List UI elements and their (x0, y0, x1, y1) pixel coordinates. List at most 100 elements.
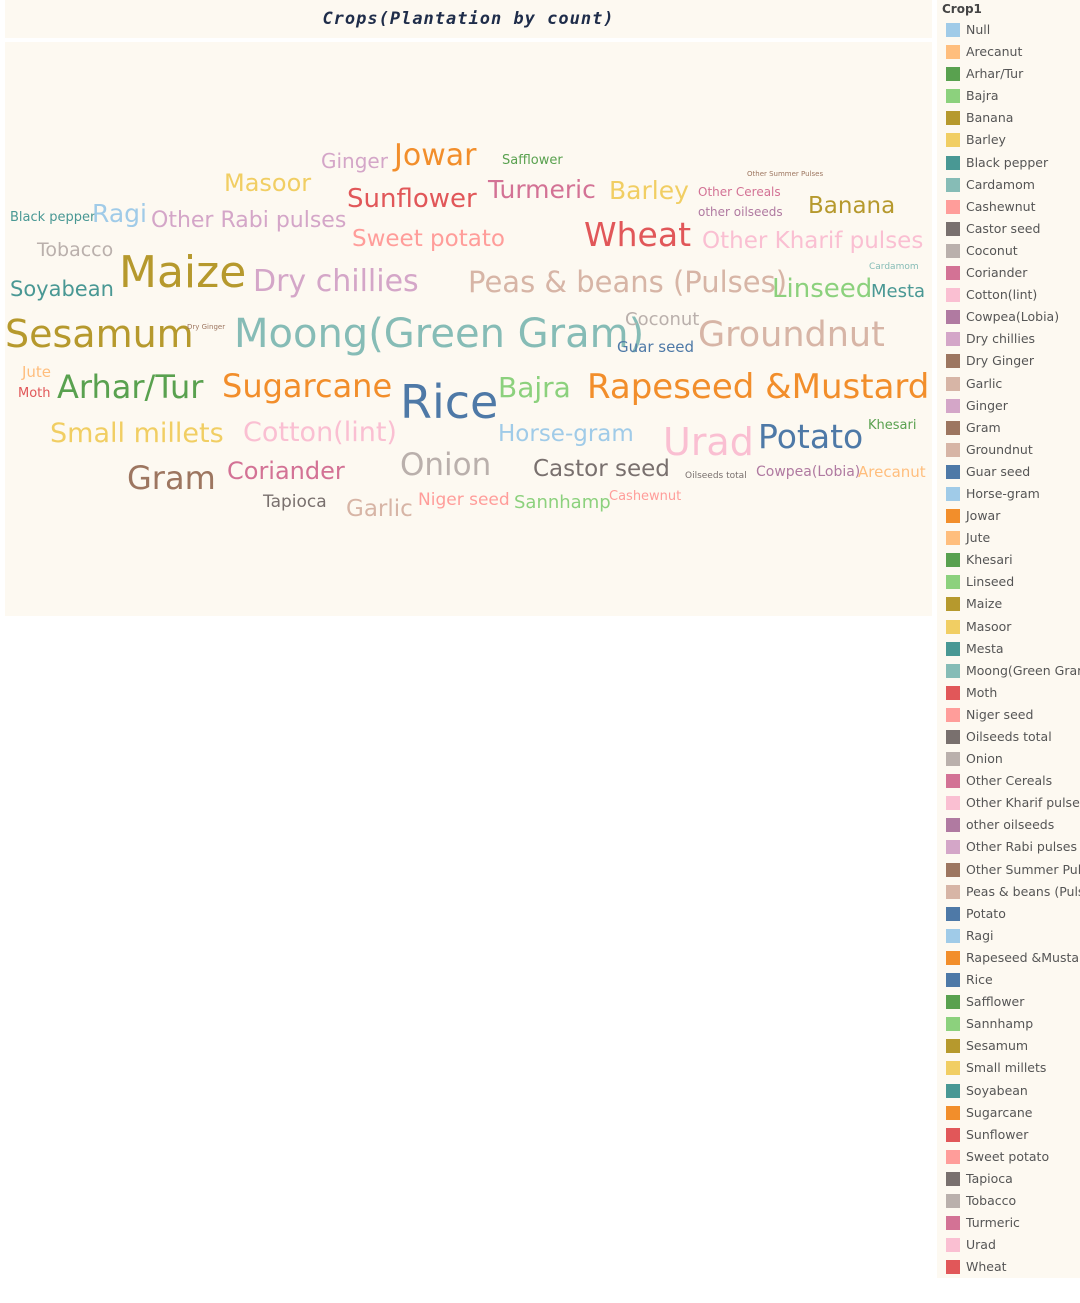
word-other-oilseeds[interactable]: other oilseeds (698, 205, 783, 219)
word-soyabean[interactable]: Soyabean (10, 277, 114, 301)
legend-item-sugarcane[interactable]: Sugarcane (937, 1103, 1080, 1125)
legend-item-dry-chillies[interactable]: Dry chillies (937, 329, 1080, 351)
word-other-rabi-pulses[interactable]: Other Rabi pulses (151, 208, 346, 233)
legend-item-urad[interactable]: Urad (937, 1235, 1080, 1257)
legend-item-ginger[interactable]: Ginger (937, 396, 1080, 418)
legend-item-soyabean[interactable]: Soyabean (937, 1081, 1080, 1103)
word-groundnut[interactable]: Groundnut (698, 315, 885, 355)
word-mesta[interactable]: Mesta (871, 281, 925, 302)
legend-item-other-rabi-pulses[interactable]: Other Rabi pulses (937, 837, 1080, 859)
legend-item-khesari[interactable]: Khesari (937, 550, 1080, 572)
word-sugarcane[interactable]: Sugarcane (222, 367, 392, 405)
word-niger-seed[interactable]: Niger seed (418, 490, 510, 510)
legend-item-groundnut[interactable]: Groundnut (937, 440, 1080, 462)
legend-item-moth[interactable]: Moth (937, 683, 1080, 705)
legend-item-cowpea-lobia[interactable]: Cowpea(Lobia) (937, 307, 1080, 329)
word-wheat[interactable]: Wheat (584, 215, 691, 254)
word-ragi[interactable]: Ragi (92, 199, 147, 228)
word-bajra[interactable]: Bajra (498, 371, 571, 404)
legend-item-rice[interactable]: Rice (937, 970, 1080, 992)
legend-item-ragi[interactable]: Ragi (937, 926, 1080, 948)
legend-item-maize[interactable]: Maize (937, 594, 1080, 616)
word-sesamum[interactable]: Sesamum (5, 312, 194, 356)
legend-item-sweet-potato[interactable]: Sweet potato (937, 1147, 1080, 1169)
legend-item-niger-seed[interactable]: Niger seed (937, 705, 1080, 727)
word-barley[interactable]: Barley (609, 176, 689, 205)
legend-item-black-pepper[interactable]: Black pepper (937, 153, 1080, 175)
legend-item-barley[interactable]: Barley (937, 130, 1080, 152)
word-horse-gram[interactable]: Horse-gram (498, 421, 634, 447)
word-masoor[interactable]: Masoor (224, 169, 311, 197)
legend-item-cardamom[interactable]: Cardamom (937, 175, 1080, 197)
legend-item-rapeseed-mustard[interactable]: Rapeseed &Mustard (937, 948, 1080, 970)
word-maize[interactable]: Maize (119, 247, 246, 298)
word-linseed[interactable]: Linseed (772, 274, 872, 304)
legend-item-oilseeds-total[interactable]: Oilseeds total (937, 727, 1080, 749)
legend-item-other-kharif-pulses[interactable]: Other Kharif pulses (937, 793, 1080, 815)
word-onion[interactable]: Onion (400, 447, 491, 483)
legend-item-other-cereals[interactable]: Other Cereals (937, 771, 1080, 793)
legend-item-sesamum[interactable]: Sesamum (937, 1036, 1080, 1058)
legend-item-coriander[interactable]: Coriander (937, 263, 1080, 285)
legend-item-potato[interactable]: Potato (937, 904, 1080, 926)
word-cardamom[interactable]: Cardamom (869, 262, 919, 272)
legend-item-tobacco[interactable]: Tobacco (937, 1191, 1080, 1213)
word-coriander[interactable]: Coriander (227, 457, 345, 485)
legend-item-sannhamp[interactable]: Sannhamp (937, 1014, 1080, 1036)
word-rapeseed-mustard[interactable]: Rapeseed &Mustard (587, 367, 929, 407)
legend-item-safflower[interactable]: Safflower (937, 992, 1080, 1014)
word-potato[interactable]: Potato (758, 417, 863, 456)
word-jute[interactable]: Jute (21, 363, 51, 381)
legend-item-garlic[interactable]: Garlic (937, 374, 1080, 396)
legend-item-arecanut[interactable]: Arecanut (937, 42, 1080, 64)
word-safflower[interactable]: Safflower (502, 153, 563, 168)
word-castor-seed[interactable]: Castor seed (533, 456, 670, 482)
legend-item-other-summer-pulses[interactable]: Other Summer Pulses (937, 860, 1080, 882)
legend-item-cotton-lint[interactable]: Cotton(lint) (937, 285, 1080, 307)
word-sweet-potato[interactable]: Sweet potato (352, 226, 505, 252)
word-garlic[interactable]: Garlic (346, 496, 413, 522)
word-tapioca[interactable]: Tapioca (262, 492, 327, 512)
legend-item-tapioca[interactable]: Tapioca (937, 1169, 1080, 1191)
word-khesari[interactable]: Khesari (868, 418, 916, 433)
word-ginger[interactable]: Ginger (321, 149, 389, 173)
legend-item-linseed[interactable]: Linseed (937, 572, 1080, 594)
word-cowpea-lobia[interactable]: Cowpea(Lobia) (756, 464, 860, 480)
legend-item-sunflower[interactable]: Sunflower (937, 1125, 1080, 1147)
legend-item-onion[interactable]: Onion (937, 749, 1080, 771)
legend-item-guar-seed[interactable]: Guar seed (937, 462, 1080, 484)
legend-item-horse-gram[interactable]: Horse-gram (937, 484, 1080, 506)
word-arecanut[interactable]: Arecanut (858, 463, 926, 481)
word-other-cereals[interactable]: Other Cereals (698, 185, 781, 199)
word-small-millets[interactable]: Small millets (50, 418, 224, 449)
word-cashewnut[interactable]: Cashewnut (609, 489, 681, 504)
legend-item-jowar[interactable]: Jowar (937, 506, 1080, 528)
word-sunflower[interactable]: Sunflower (347, 184, 477, 214)
legend-item-coconut[interactable]: Coconut (937, 241, 1080, 263)
word-peas-beans-pulses[interactable]: Peas & beans (Pulses) (468, 265, 787, 299)
word-banana[interactable]: Banana (808, 193, 895, 219)
legend-item-cashewnut[interactable]: Cashewnut (937, 197, 1080, 219)
legend-item-moong-green-gram[interactable]: Moong(Green Gram) (937, 661, 1080, 683)
legend-item-other-oilseeds[interactable]: other oilseeds (937, 815, 1080, 837)
legend-item-peas-beans-pulses[interactable]: Peas & beans (Pulses) (937, 882, 1080, 904)
word-arhar-tur[interactable]: Arhar/Tur (57, 368, 204, 406)
word-jowar[interactable]: Jowar (392, 138, 477, 173)
word-sannhamp[interactable]: Sannhamp (514, 492, 611, 513)
legend-item-banana[interactable]: Banana (937, 108, 1080, 130)
word-dry-ginger[interactable]: Dry Ginger (187, 323, 225, 331)
legend-item-masoor[interactable]: Masoor (937, 617, 1080, 639)
word-urad[interactable]: Urad (663, 420, 754, 464)
legend-item-castor-seed[interactable]: Castor seed (937, 219, 1080, 241)
legend-item-arhar-tur[interactable]: Arhar/Tur (937, 64, 1080, 86)
word-black-pepper[interactable]: Black pepper (10, 210, 96, 225)
word-cotton-lint[interactable]: Cotton(lint) (243, 417, 397, 448)
word-other-kharif-pulses[interactable]: Other Kharif pulses (702, 228, 923, 254)
legend-item-mesta[interactable]: Mesta (937, 639, 1080, 661)
word-gram[interactable]: Gram (127, 459, 216, 497)
legend-item-bajra[interactable]: Bajra (937, 86, 1080, 108)
legend-item-dry-ginger[interactable]: Dry Ginger (937, 351, 1080, 373)
word-coconut[interactable]: Coconut (625, 309, 699, 330)
legend-item-null[interactable]: Null (937, 20, 1080, 42)
legend-item-gram[interactable]: Gram (937, 418, 1080, 440)
